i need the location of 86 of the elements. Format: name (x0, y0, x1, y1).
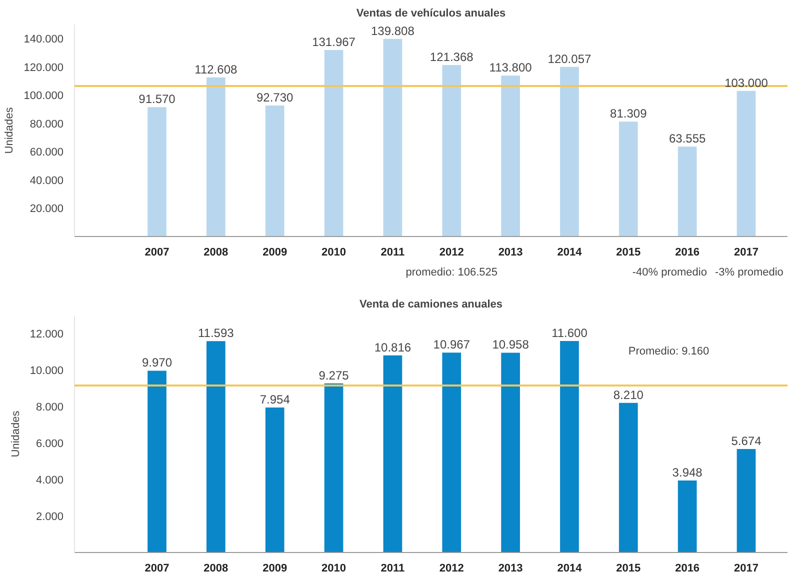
data-label: 10.958 (492, 338, 530, 352)
x-tick-label: 2013 (498, 246, 523, 258)
bar (618, 122, 638, 236)
y-tick-label: 10.000 (30, 365, 64, 378)
x-tick-label: 2015 (616, 562, 641, 574)
x-tick-label: 2011 (380, 562, 405, 574)
x-tick-label: 2013 (498, 562, 523, 574)
bar (678, 480, 697, 552)
x-tick-label: 2016 (675, 562, 700, 574)
y-tick-label: 40.000 (30, 174, 64, 187)
bar (206, 77, 226, 236)
text: promedio: 106.525 (406, 266, 498, 278)
x-tick-label: 2007 (144, 562, 170, 574)
bar (501, 76, 520, 236)
data-label: 9.970 (142, 356, 172, 370)
bar (206, 341, 226, 552)
bar (501, 352, 520, 552)
bar (265, 105, 284, 236)
x-tick-label: 2010 (322, 562, 346, 574)
data-label: 11.600 (552, 326, 588, 340)
y-tick-label: 6.000 (36, 438, 64, 450)
bar (736, 449, 756, 552)
y-axis-title: Unidades (4, 106, 16, 154)
bar (442, 352, 462, 552)
bar (148, 370, 166, 552)
x-tick-label: 2012 (439, 562, 464, 574)
data-label: 63.555 (668, 132, 706, 146)
bar (383, 355, 402, 552)
x-tick-label: 2017 (734, 246, 758, 258)
bar (383, 38, 402, 236)
data-label: 113.800 (489, 60, 532, 75)
bar (736, 90, 756, 236)
x-tick-label: 2012 (439, 246, 464, 258)
x-tick-label: 2014 (557, 246, 583, 258)
bar (678, 146, 697, 236)
chart-title: Venta de camiones anuales (359, 298, 503, 310)
x-tick-label: 2011 (380, 246, 405, 258)
text: -3% promedio (714, 266, 784, 278)
y-tick-label: 8.000 (36, 402, 64, 414)
data-label: 11.593 (198, 326, 234, 340)
bar (265, 407, 284, 552)
y-tick-label: 120.000 (24, 62, 64, 74)
text: -40% promedio (632, 266, 707, 278)
data-label: 131.967 (312, 34, 356, 49)
y-tick-label: 4.000 (36, 474, 64, 487)
data-label: 139.808 (371, 24, 415, 38)
data-label: 9.275 (318, 368, 350, 382)
data-label: 81.309 (610, 106, 648, 121)
x-tick-label: 2014 (557, 562, 583, 574)
data-label: 5.674 (731, 434, 762, 448)
bar (324, 50, 344, 236)
data-label: 91.570 (138, 92, 176, 106)
data-label: 8.210 (613, 388, 644, 402)
bar (560, 341, 579, 552)
chart-title: Ventas de vehículos anuales (356, 8, 506, 20)
y-tick-label: 12.000 (30, 328, 64, 341)
data-label: 121.368 (430, 50, 474, 64)
y-tick-label: 80.000 (30, 118, 64, 130)
x-tick-label: 2007 (144, 246, 170, 258)
bar (560, 66, 579, 236)
y-tick-label: 60.000 (30, 146, 64, 159)
x-tick-label: 2009 (262, 562, 288, 574)
data-label: 10.816 (374, 340, 412, 354)
ref-line-label: Promedio: 9.160 (628, 346, 710, 358)
x-tick-label: 2008 (204, 246, 228, 258)
y-tick-label: 100.000 (24, 90, 64, 102)
bar (442, 64, 462, 236)
x-tick-label: 2010 (322, 246, 346, 258)
data-label: 3.948 (672, 466, 703, 480)
data-label: 120.057 (548, 52, 592, 66)
data-label: 10.967 (433, 338, 470, 352)
x-tick-label: 2017 (734, 562, 758, 574)
bar (148, 107, 166, 236)
data-label: 92.730 (256, 90, 294, 104)
x-tick-label: 2016 (675, 246, 700, 258)
y-axis-title: Unidades (10, 410, 22, 458)
data-label: 7.954 (260, 392, 290, 406)
data-label: 112.608 (194, 62, 238, 76)
y-tick-label: 140.000 (24, 34, 64, 46)
bar (324, 383, 344, 552)
y-tick-label: 2.000 (36, 511, 64, 524)
bar (618, 402, 638, 552)
x-tick-label: 2015 (616, 246, 641, 258)
x-tick-label: 2009 (262, 246, 288, 258)
x-tick-label: 2008 (204, 562, 228, 574)
y-tick-label: 20.000 (30, 203, 64, 216)
